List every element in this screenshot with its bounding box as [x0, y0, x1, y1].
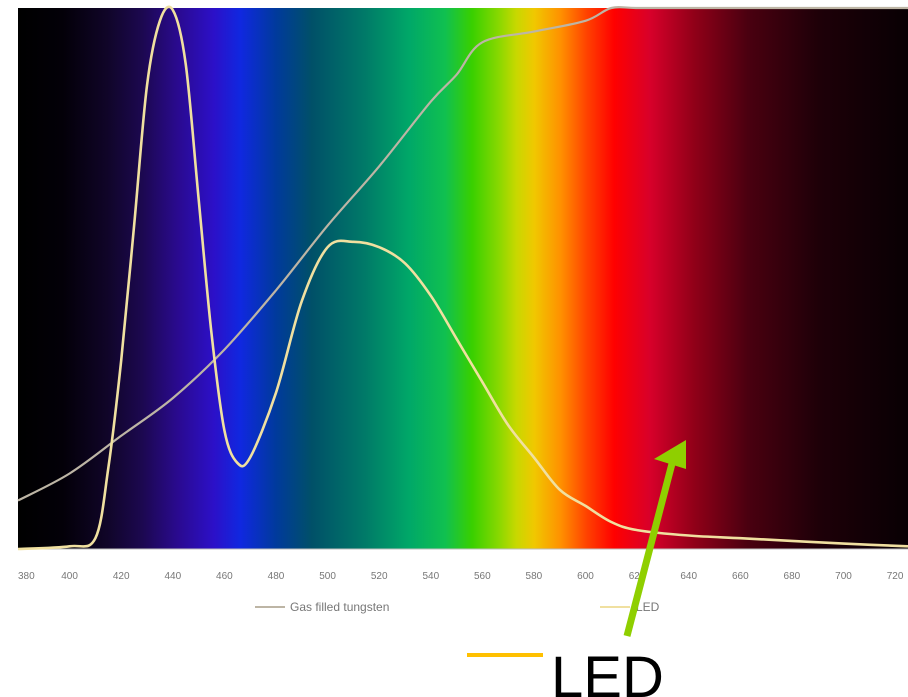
x-tick-label: 480	[268, 571, 285, 582]
annotation-arrow	[623, 455, 678, 637]
x-tick-label: 560	[474, 571, 491, 582]
series-led	[17, 5, 908, 551]
x-tick-label: 400	[61, 571, 78, 582]
x-tick-label: 420	[113, 571, 130, 582]
annotation-arrowhead	[654, 440, 686, 469]
legend: Gas filled tungsten LED	[255, 600, 660, 614]
legend-label-led: LED	[636, 600, 660, 614]
x-tick-label: 440	[164, 571, 181, 582]
x-tick-label: 660	[732, 571, 749, 582]
legend-label-tungsten: Gas filled tungsten	[290, 600, 389, 614]
series-layer	[17, 5, 908, 551]
series-line-led	[17, 5, 908, 551]
series-line-tungsten	[17, 5, 908, 502]
x-tick-label: 640	[680, 571, 697, 582]
series-tungsten	[17, 5, 908, 502]
x-tick-label: 720	[887, 571, 904, 582]
x-tick-label: 380	[18, 571, 35, 582]
x-tick-label: 700	[835, 571, 852, 582]
x-tick-labels: 380 400 420 440 460 480 500 520 540 560 580 600 620 6…	[18, 571, 904, 582]
x-tick-label: 580	[526, 571, 543, 582]
x-tick-label: 520	[371, 571, 388, 582]
x-tick-label: 600	[577, 571, 594, 582]
annotation-led-label: LED	[551, 645, 664, 697]
x-tick-label: 540	[422, 571, 439, 582]
x-tick-label: 680	[784, 571, 801, 582]
spectrum-background	[18, 8, 908, 549]
x-tick-label: 620	[629, 571, 646, 582]
x-tick-label: 460	[216, 571, 233, 582]
x-tick-label: 500	[319, 571, 336, 582]
